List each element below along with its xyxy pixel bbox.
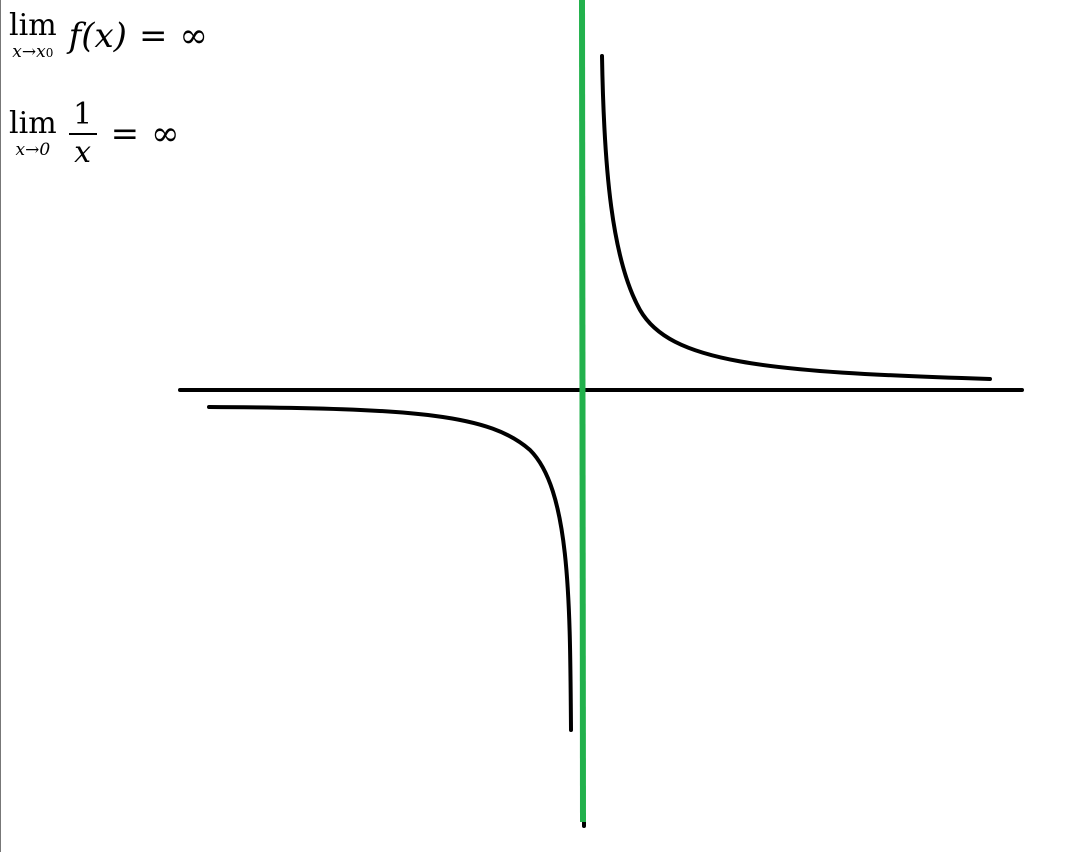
equals-sign: = bbox=[110, 114, 140, 154]
lim-subscript: x→x0 bbox=[12, 43, 53, 62]
fraction-numerator: 1 bbox=[73, 97, 93, 132]
lim-subscript-index: 0 bbox=[45, 45, 54, 60]
curve-branch-right bbox=[600, 54, 992, 381]
limit-operator: lim x→0 bbox=[9, 106, 57, 160]
lim-subscript: x→0 bbox=[15, 140, 51, 160]
lim-word: lim bbox=[9, 106, 57, 141]
fraction: 1 x bbox=[68, 97, 97, 170]
function-expression: f(x) bbox=[68, 16, 127, 56]
lim-subscript-text: x→x bbox=[12, 41, 46, 62]
fraction-denominator: x bbox=[74, 135, 92, 170]
limit-example-formula: lim x→0 1 x = ∞ bbox=[9, 92, 179, 176]
infinity-symbol: ∞ bbox=[151, 114, 180, 154]
curve-branch-left bbox=[207, 405, 573, 732]
limit-operator: lim x→x0 bbox=[9, 7, 57, 62]
infinity-symbol: ∞ bbox=[179, 16, 208, 56]
limit-definition-formula: lim x→x0 f(x) = ∞ bbox=[9, 2, 208, 70]
vertical-asymptote bbox=[579, 0, 586, 823]
left-border bbox=[0, 0, 1, 852]
lim-word: lim bbox=[9, 7, 57, 43]
fraction-bar bbox=[68, 133, 97, 135]
equals-sign: = bbox=[138, 16, 168, 56]
